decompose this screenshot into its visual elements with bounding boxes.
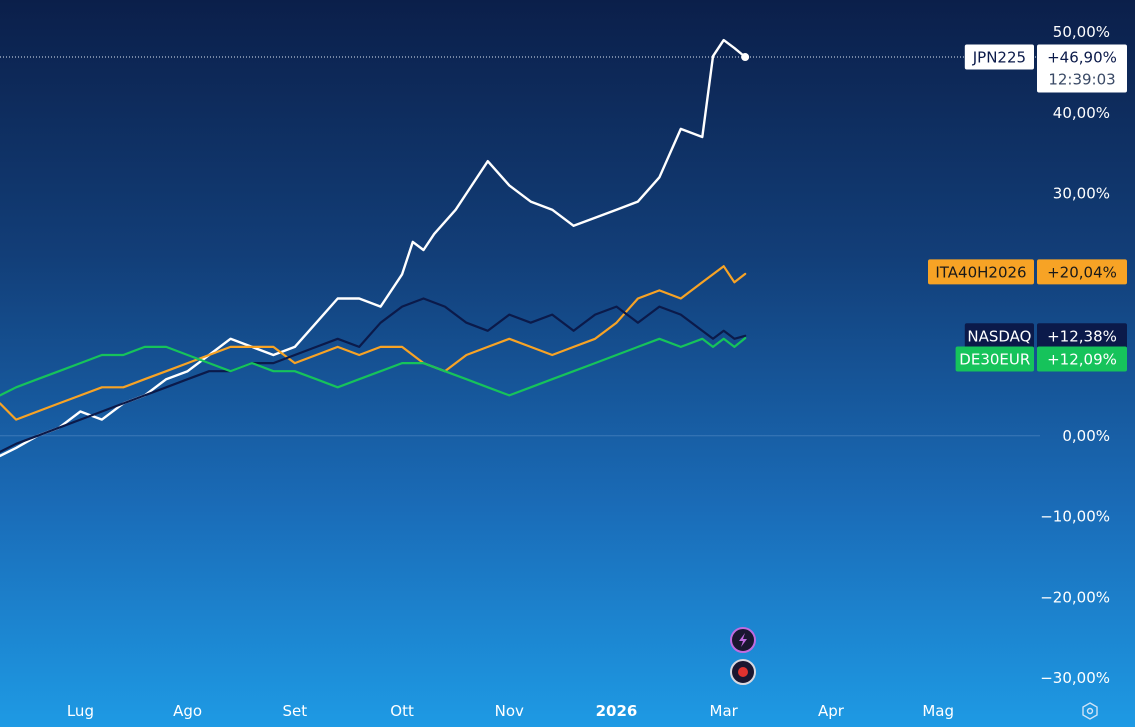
- x-tick-label: Mag: [922, 702, 954, 720]
- series-line-ita40h2026[interactable]: [0, 265, 747, 421]
- series-name-label: DE30EUR: [959, 351, 1030, 369]
- y-tick-label: −20,00%: [1040, 588, 1110, 606]
- last-value-label-nasdaq: NASDAQ +12,38%: [964, 323, 1127, 349]
- y-tick-label: 0,00%: [1062, 427, 1110, 445]
- x-tick-label: 2026: [596, 702, 638, 720]
- y-axis: 50,00% 40,00% 30,00% 0,00% −10,00% −20,00% −30…: [1040, 23, 1110, 687]
- series-line-de30eur[interactable]: [0, 337, 747, 397]
- x-tick-label: Apr: [818, 702, 845, 720]
- x-tick-label: Ago: [173, 702, 202, 720]
- series-name-label: NASDAQ: [967, 327, 1031, 345]
- last-value-labels: JPN225 +46,90% 12:39:03 ITA40H2026 +20,04% NA…: [928, 44, 1127, 372]
- series-line-jpn225[interactable]: [0, 38, 747, 458]
- bolt-icon[interactable]: [730, 627, 756, 653]
- y-tick-label: −10,00%: [1040, 508, 1110, 526]
- last-update-time: 12:39:03: [1048, 71, 1115, 89]
- record-icon[interactable]: [730, 659, 756, 685]
- series-name-label: ITA40H2026: [935, 263, 1026, 281]
- last-value-label-ita40h2026: ITA40H2026 +20,04%: [928, 259, 1127, 285]
- series-layer: [0, 38, 750, 458]
- x-axis: Lug Ago Set Ott Nov 2026 Mar Apr Mag: [67, 702, 954, 720]
- y-tick-label: 50,00%: [1053, 23, 1110, 41]
- settings-hex-icon[interactable]: [1082, 702, 1098, 720]
- series-value-label: +20,04%: [1047, 263, 1117, 281]
- last-value-label-de30eur: DE30EUR +12,09%: [955, 346, 1127, 372]
- x-tick-label: Set: [283, 702, 308, 720]
- series-name-label: JPN225: [972, 49, 1026, 67]
- y-tick-label: −30,00%: [1040, 669, 1110, 687]
- x-tick-label: Ott: [390, 702, 414, 720]
- x-tick-label: Lug: [67, 702, 94, 720]
- series-line-nasdaq[interactable]: [0, 297, 747, 453]
- x-tick-label: Mar: [710, 702, 739, 720]
- y-tick-label: 40,00%: [1053, 104, 1110, 122]
- series-value-label: +46,90%: [1047, 49, 1117, 67]
- last-value-label-jpn225: JPN225 +46,90% 12:39:03: [964, 44, 1127, 93]
- x-tick-label: Nov: [495, 702, 524, 720]
- y-tick-label: 30,00%: [1053, 185, 1110, 203]
- last-point-marker: [741, 53, 750, 62]
- series-value-label: +12,09%: [1047, 351, 1117, 369]
- series-value-label: +12,38%: [1047, 327, 1117, 345]
